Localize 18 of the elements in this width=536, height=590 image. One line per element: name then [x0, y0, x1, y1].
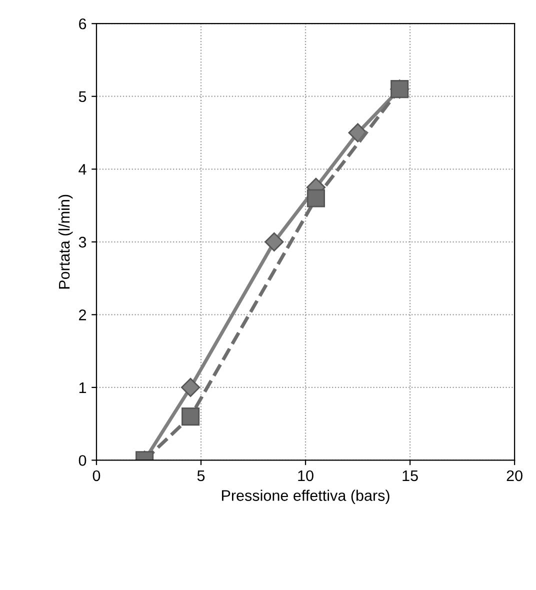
x-axis-title: Pressione effettiva (bars): [222, 490, 390, 504]
y-axis-title: Portata (l/min): [58, 194, 73, 289]
y-tick-label: 6: [79, 18, 86, 30]
y-tick-label: 0: [78, 455, 86, 466]
x-tick-label: 20: [506, 470, 522, 482]
x-tick-label: 5: [197, 470, 205, 482]
y-tick-label: 4: [78, 164, 86, 175]
y-tick-label: 1: [79, 382, 86, 393]
x-tick-label: 10: [298, 470, 314, 482]
y-tick-label: 5: [78, 91, 86, 102]
point: [264, 232, 284, 252]
y-tick-label: 2: [79, 310, 86, 320]
point: [181, 378, 200, 397]
point: [182, 408, 200, 426]
point: [306, 189, 325, 208]
x-tick-label: 0: [92, 470, 100, 482]
x-tick-label: 15: [402, 470, 418, 482]
y-tick-label: 3: [78, 236, 86, 248]
